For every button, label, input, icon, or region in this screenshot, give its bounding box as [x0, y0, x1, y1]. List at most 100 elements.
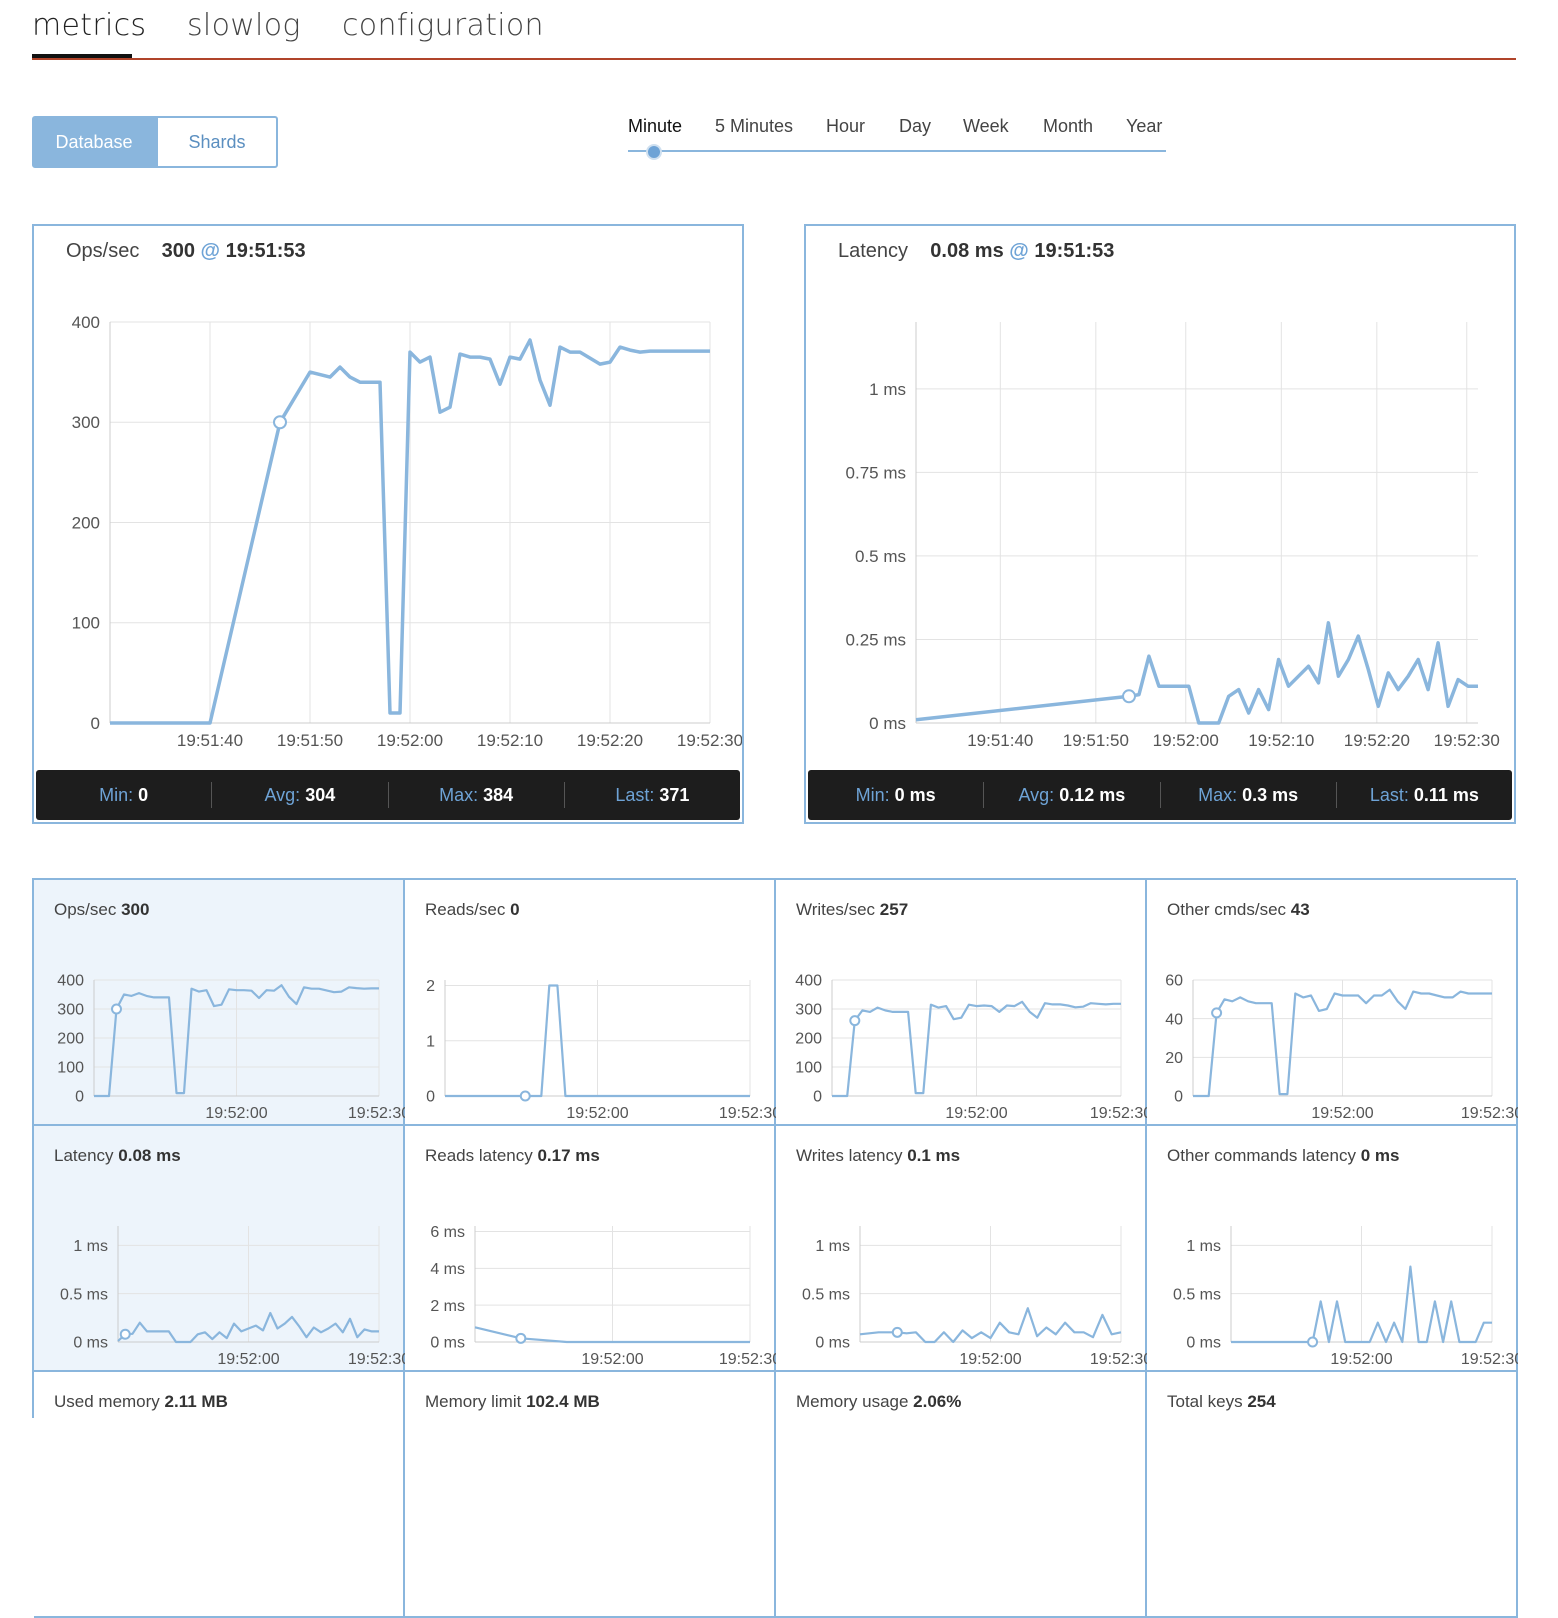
hover-marker — [515, 1332, 527, 1344]
tile-title: Writes latency 0.1 ms — [796, 1146, 961, 1165]
y-tick-label: 0 ms — [869, 714, 906, 733]
metric-tile-memory-limit[interactable]: Memory limit 102.4 MB — [405, 1372, 776, 1618]
tile-title: Reads/sec 0 — [425, 900, 520, 919]
database-button[interactable]: Database — [32, 116, 156, 168]
tab-configuration[interactable]: configuration — [342, 8, 544, 43]
at-sign: @ — [1009, 240, 1029, 262]
mini-writes-chart: 0 100 200 300 400 19:52:00 19:52:30 — [795, 973, 1147, 1122]
metric-tile-reads-latency[interactable]: 0 ms 2 ms 4 ms 6 ms 19:52:00 19:52:30 Reads l… — [405, 1126, 776, 1372]
range-day[interactable]: Day — [899, 116, 932, 136]
hover-marker — [1211, 1007, 1223, 1019]
hover-marker — [519, 1090, 531, 1102]
range-year[interactable]: Year — [1126, 116, 1163, 136]
metric-tile-used-memory[interactable]: Used memory 2.11 MB — [34, 1372, 405, 1618]
slider-track[interactable] — [628, 150, 1166, 152]
range-5-minutes[interactable]: 5 Minutes — [715, 116, 794, 136]
series-line — [1193, 988, 1492, 1098]
tab-slowlog[interactable]: slowlog — [187, 8, 301, 43]
mini-reads-chart: 0 1 2 19:52:00 19:52:30 — [426, 978, 776, 1122]
ops-value: 300 — [161, 240, 195, 262]
y-tick-label: 1 ms — [73, 1238, 108, 1255]
y-tick-label: 100 — [795, 1060, 822, 1077]
x-tick-label: 19:52:30 — [348, 1105, 405, 1122]
tile-title: Memory limit 102.4 MB — [425, 1392, 600, 1411]
latency-value: 0.08 ms — [930, 240, 1004, 262]
x-tick-label: 19:52:30 — [1461, 1351, 1518, 1368]
latency-panel: Latency 0.08 ms @ 19:51:53 0 ms 0.25 ms 0.… — [804, 224, 1516, 824]
tab-metrics[interactable]: metrics — [32, 8, 147, 43]
range-week[interactable]: Week — [963, 116, 1009, 136]
tile-title: Writes/sec 257 — [796, 900, 909, 919]
range-minute[interactable]: Minute — [628, 116, 683, 136]
x-tick-label: 19:52:00 — [959, 1351, 1021, 1368]
mini-reads-latency-chart: 0 ms 2 ms 4 ms 6 ms 19:52:00 19:52:30 — [430, 1224, 776, 1368]
series-line — [94, 984, 379, 1098]
y-tick-label: 0 — [813, 1089, 822, 1106]
metric-tile-latency[interactable]: 0 ms 0.5 ms 1 ms 19:52:00 19:52:30 Latency 0… — [34, 1126, 405, 1372]
x-tick-label: 19:52:10 — [1248, 731, 1314, 750]
series-line — [1231, 1265, 1492, 1344]
ops-panel: Ops/sec 300 @ 19:51:53 0 100 200 300 400 19:5… — [32, 224, 744, 824]
range-hour[interactable]: Hour — [826, 116, 866, 136]
metric-tile-other-cmds[interactable]: 0 20 40 60 19:52:00 19:52:30 Other cmds/sec 4… — [1147, 880, 1518, 1126]
y-tick-label: 0 ms — [430, 1335, 465, 1352]
y-tick-label: 60 — [1165, 973, 1183, 990]
mini-writes-latency-chart: 0 ms 0.5 ms 1 ms 19:52:00 19:52:30 — [802, 1226, 1147, 1368]
y-tick-label: 0.75 ms — [846, 463, 906, 482]
metric-tile-other-latency[interactable]: 0 ms 0.5 ms 1 ms 19:52:00 19:52:30 Other com… — [1147, 1126, 1518, 1372]
y-tick-label: 0.5 ms — [1173, 1286, 1221, 1303]
x-tick-label: 19:52:30 — [719, 1351, 776, 1368]
ops-avg-stat: Avg: 304 — [212, 782, 389, 808]
tile-title: Other commands latency 0 ms — [1167, 1146, 1400, 1165]
hover-marker — [1307, 1336, 1319, 1348]
x-tick-label: 19:51:50 — [277, 731, 343, 750]
y-tick-label: 0 ms — [1186, 1335, 1221, 1352]
ops-time: 19:51:53 — [225, 240, 306, 262]
y-tick-label: 400 — [795, 973, 822, 990]
ops-chart[interactable]: 0 100 200 300 400 19:51:40 19:51:50 19:52:00 19:… — [34, 286, 742, 766]
series-line — [117, 1311, 379, 1344]
tile-title: Memory usage 2.06% — [796, 1392, 962, 1411]
mini-other-chart: 0 20 40 60 19:52:00 19:52:30 — [1165, 973, 1518, 1122]
y-tick-label: 0.5 ms — [855, 547, 906, 566]
metric-tile-memory-usage[interactable]: Memory usage 2.06% — [776, 1372, 1147, 1618]
metric-tile-writes-latency[interactable]: 0 ms 0.5 ms 1 ms 19:52:00 19:52:30 Writes la… — [776, 1126, 1147, 1372]
metric-tile-total-keys[interactable]: Total keys 254 — [1147, 1372, 1518, 1618]
y-tick-label: 0 — [75, 1089, 84, 1106]
metric-grid: 0 100 200 300 400 19:52:00 19:52:30 Ops/sec 30… — [32, 878, 1518, 1618]
x-tick-label: 19:52:00 — [1330, 1351, 1392, 1368]
hover-marker — [119, 1328, 131, 1340]
tile-title: Used memory 2.11 MB — [54, 1392, 228, 1411]
y-tick-label: 0.5 ms — [60, 1286, 108, 1303]
mini-other-latency-chart: 0 ms 0.5 ms 1 ms 19:52:00 19:52:30 — [1173, 1226, 1518, 1368]
ops-label: Ops/sec — [66, 240, 140, 262]
latency-avg-stat: Avg: 0.12 ms — [984, 782, 1161, 808]
view-toggle: Database Shards — [32, 116, 278, 168]
latency-chart[interactable]: 0 ms 0.25 ms 0.5 ms 0.75 ms 1 ms 19:51:40 19:5… — [806, 286, 1514, 766]
metric-tile-reads[interactable]: 0 1 2 19:52:00 19:52:30 Reads/sec 0 — [405, 880, 776, 1126]
metric-tile-ops[interactable]: 0 100 200 300 400 19:52:00 19:52:30 Ops/sec 30… — [34, 880, 405, 1126]
y-tick-label: 20 — [1165, 1050, 1183, 1067]
ops-panel-title: Ops/sec 300 @ 19:51:53 — [66, 240, 306, 263]
y-tick-label: 0 ms — [815, 1335, 850, 1352]
y-tick-label: 1 ms — [869, 380, 906, 399]
series-line — [832, 1000, 1121, 1098]
y-tick-label: 0.5 ms — [802, 1286, 850, 1303]
y-tick-label: 300 — [57, 1002, 84, 1019]
slider-handle[interactable] — [646, 144, 662, 160]
shards-button[interactable]: Shards — [156, 116, 278, 168]
series-line — [915, 621, 1478, 725]
latency-panel-title: Latency 0.08 ms @ 19:51:53 — [838, 240, 1114, 263]
y-tick-label: 0 — [1174, 1089, 1183, 1106]
y-tick-label: 0.25 ms — [846, 630, 906, 649]
y-tick-label: 200 — [795, 1031, 822, 1048]
range-month[interactable]: Month — [1043, 116, 1094, 136]
y-tick-label: 6 ms — [430, 1224, 465, 1241]
x-tick-label: 19:52:30 — [348, 1351, 405, 1368]
ops-max-stat: Max: 384 — [389, 782, 565, 808]
y-tick-label: 100 — [57, 1060, 84, 1077]
tab-bar: metrics slowlog configuration — [32, 0, 1516, 60]
metric-tile-writes[interactable]: 0 100 200 300 400 19:52:00 19:52:30 Writes/sec… — [776, 880, 1147, 1126]
latency-stats-bar: Min: 0 ms Avg: 0.12 ms Max: 0.3 ms Last:… — [808, 770, 1512, 820]
ops-last-stat: Last: 371 — [615, 785, 690, 805]
